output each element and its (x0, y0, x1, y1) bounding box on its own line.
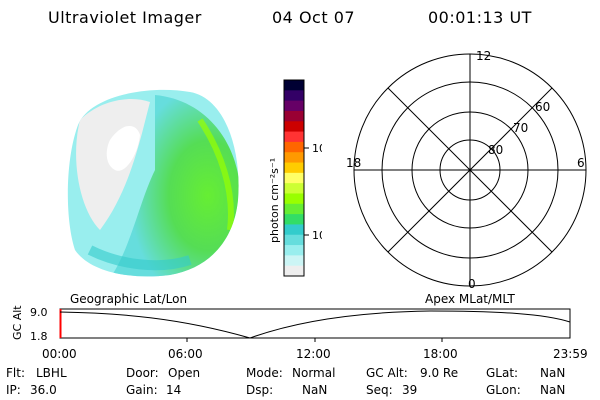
timeline-plot: GC Alt 9.0 1.8 (11, 305, 571, 343)
ip-label: IP: (6, 383, 21, 397)
colorbar-swatch (284, 162, 304, 174)
polar-ring-label-80: 80 (488, 143, 503, 157)
colorbar-swatch (284, 224, 304, 236)
glon-label: GLon: (486, 383, 521, 397)
colorbar-swatch (284, 100, 304, 112)
door-label: Door: (126, 366, 159, 380)
colorbar-swatch (284, 214, 304, 225)
colorbar-swatch (284, 172, 304, 184)
timeline-xtick-1800: 18:00 (423, 347, 458, 361)
instrument-title: Ultraviolet Imager (48, 8, 202, 27)
gain-label: Gain: (126, 383, 158, 397)
dsp-value: NaN (302, 383, 328, 397)
polar-label-0: 0 (468, 277, 476, 291)
polar-grid: 12 18 6 0 60 70 80 (346, 49, 587, 291)
colorbar-tick-label-10: 10 (312, 229, 322, 242)
timeline-ytick-high: 9.0 (30, 306, 48, 319)
timeline-ytick-low: 1.8 (30, 330, 48, 343)
timeline-xtick-2359: 23:59 (553, 347, 588, 361)
glat-value: NaN (540, 366, 566, 380)
mode-label: Mode: (246, 366, 283, 380)
colorbar-swatch (284, 193, 304, 205)
filter-label: Flt: (6, 366, 25, 380)
auroral-image (67, 89, 239, 277)
colorbar-swatch (284, 131, 304, 143)
colorbar-label: photon cm⁻²s⁻¹ (268, 158, 281, 243)
colorbar-swatch (284, 183, 304, 194)
glat-label: GLat: (486, 366, 519, 380)
observation-time: 00:01:13 UT (428, 8, 532, 27)
colorbar-swatch (284, 234, 304, 246)
colorbar-swatch (284, 255, 304, 267)
observation-date: 04 Oct 07 (272, 8, 356, 27)
gc-alt-value: 9.0 Re (420, 366, 459, 380)
colorbar-tick-label-100: 100 (312, 142, 322, 155)
polar-ring-label-60: 60 (535, 100, 550, 114)
colorbar: photon cm⁻²s⁻¹ 100 10 (268, 79, 322, 277)
colorbar-swatch (284, 203, 304, 215)
dsp-label: Dsp: (246, 383, 274, 397)
colorbar-swatch (284, 245, 304, 256)
colorbar-swatch (284, 265, 304, 277)
ip-value: 36.0 (30, 383, 57, 397)
timeline-xtick-0000: 00:00 (42, 347, 77, 361)
polar-label-12: 12 (476, 49, 491, 63)
gain-value: 14 (166, 383, 182, 397)
polar-label-18: 18 (346, 156, 361, 170)
timeline-altitude-curve (59, 310, 571, 339)
colorbar-frame (283, 79, 305, 277)
colorbar-swatch (284, 80, 304, 91)
polar-ring-label-70: 70 (513, 121, 528, 135)
glon-value: NaN (540, 383, 566, 397)
polar-meridian-diag2 (387, 87, 553, 253)
colorbar-swatch (284, 141, 304, 153)
seq-value: 39 (402, 383, 418, 397)
colorbar-swatch (284, 152, 304, 164)
colorbar-swatch (284, 110, 304, 122)
timeline-left-caption: Geographic Lat/Lon (70, 292, 188, 306)
timeline-frame (59, 308, 571, 339)
colorbar-swatch (284, 90, 304, 102)
timeline-ylabel: GC Alt (11, 305, 24, 340)
colorbar-swatch (284, 121, 304, 133)
polar-label-6: 6 (577, 156, 585, 170)
gc-alt-label: GC Alt: (366, 366, 408, 380)
seq-label: Seq: (366, 383, 393, 397)
filter-value: LBHL (36, 366, 67, 380)
door-value: Open (168, 366, 201, 380)
timeline-right-caption: Apex MLat/MLT (425, 292, 515, 306)
timeline-xtick-1200: 12:00 (296, 347, 331, 361)
timeline-xtick-0600: 06:00 (168, 347, 203, 361)
mode-value: Normal (292, 366, 336, 380)
